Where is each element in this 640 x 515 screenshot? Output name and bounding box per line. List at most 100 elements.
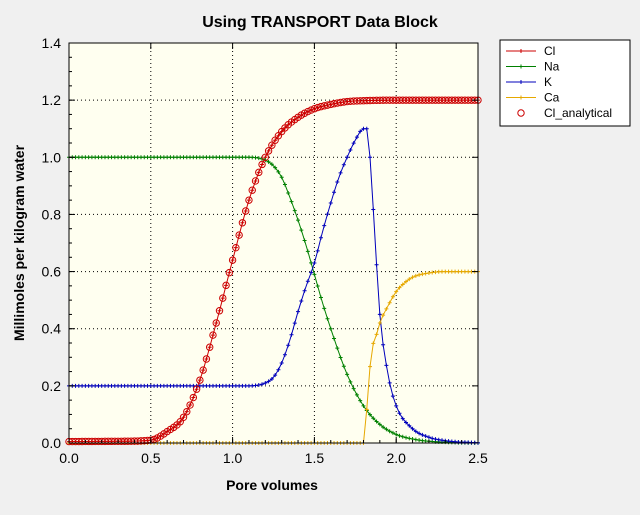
data-point-cl-analytical: [189, 393, 198, 402]
data-point-ca: [384, 306, 389, 311]
x-tick-label: 1.0: [223, 450, 243, 466]
data-point-ca: [397, 285, 402, 290]
data-point-k: [305, 279, 310, 284]
legend-label-k: K: [544, 75, 552, 89]
data-point-ca: [364, 407, 369, 412]
data-point-k: [410, 426, 415, 431]
x-tick-label: 2.0: [386, 450, 406, 466]
data-point-k: [335, 180, 340, 185]
data-point-na: [377, 422, 382, 427]
data-point-cl: [201, 368, 206, 373]
data-point-ca: [387, 300, 392, 305]
data-point-na: [361, 403, 366, 408]
data-point-k: [423, 434, 428, 439]
data-point-k: [351, 141, 356, 146]
data-point-k: [368, 155, 373, 160]
data-point-cl-analytical: [251, 177, 260, 185]
data-point-k: [273, 373, 278, 378]
x-tick-label: 0.5: [141, 450, 161, 466]
data-point-k: [358, 129, 363, 134]
data-point-na: [400, 434, 405, 439]
data-point-na: [338, 355, 343, 360]
data-point-na: [328, 326, 333, 331]
data-point-cl-analytical: [222, 281, 230, 290]
legend-marker-cl: [519, 49, 523, 53]
data-point-na: [273, 165, 278, 170]
data-point-cl-analytical: [186, 401, 194, 409]
data-point-k: [253, 383, 258, 388]
data-point-na: [413, 437, 418, 442]
series-layer: [65, 96, 482, 446]
data-point-na: [269, 162, 274, 167]
data-point-k: [400, 416, 405, 421]
data-point-cl: [210, 333, 215, 338]
data-point-cl-analytical: [238, 219, 247, 227]
data-point-na: [296, 218, 301, 223]
data-point-ca: [410, 275, 415, 280]
data-point-cl: [256, 170, 261, 175]
data-point-cl: [224, 283, 229, 288]
data-point-cl: [266, 148, 271, 153]
data-point-cl-analytical: [199, 366, 207, 374]
data-point-cl: [204, 357, 209, 361]
data-point-cl: [230, 258, 235, 263]
data-point-cl-analytical: [205, 343, 214, 351]
legend-entry-cl-analytical: Cl_analytical: [517, 106, 612, 120]
data-point-cl: [220, 296, 225, 301]
data-point-cl: [269, 143, 274, 148]
data-point-k: [299, 298, 304, 303]
data-point-cl-analytical: [235, 231, 243, 239]
legend-entry-k: K: [506, 75, 552, 89]
data-point-ca: [423, 271, 428, 276]
data-point-cl-analytical: [212, 319, 220, 327]
data-point-na: [266, 159, 271, 164]
data-point-k: [318, 235, 323, 240]
data-point-cl-analytical: [255, 168, 263, 177]
data-point-cl: [227, 270, 232, 275]
data-point-cl: [178, 419, 183, 424]
data-point-k: [397, 411, 402, 416]
data-point-k: [394, 403, 399, 408]
data-point-cl: [240, 220, 245, 225]
data-point-cl-analytical: [264, 147, 273, 155]
data-point-k: [315, 248, 320, 253]
data-point-cl-analytical: [248, 186, 256, 194]
data-point-k: [322, 223, 327, 228]
legend-marker-k: [519, 80, 523, 84]
data-point-cl: [214, 321, 219, 325]
data-point-na: [256, 156, 261, 161]
data-point-cl: [246, 198, 251, 203]
data-point-na: [305, 249, 310, 254]
data-point-cl-analytical: [196, 376, 204, 384]
data-point-na: [387, 429, 392, 434]
data-point-na: [397, 433, 402, 438]
data-point-k: [364, 126, 369, 131]
data-point-cl: [207, 345, 212, 350]
data-point-cl-analytical: [241, 207, 250, 215]
data-point-na: [312, 272, 317, 277]
legend-label-na: Na: [544, 60, 560, 74]
data-point-k: [381, 342, 386, 347]
data-point-cl-analytical: [313, 103, 322, 112]
y-tick-label: 1.2: [42, 92, 62, 108]
data-point-ca: [381, 313, 386, 318]
data-point-na: [351, 386, 356, 391]
data-point-cl: [194, 387, 199, 392]
data-point-cl-analytical: [225, 268, 234, 277]
data-point-cl-analytical: [179, 413, 188, 421]
data-point-na: [315, 283, 320, 288]
data-point-na: [368, 412, 373, 417]
data-point-k: [371, 207, 376, 212]
data-point-k: [341, 162, 346, 167]
y-tick-label: 1.4: [42, 35, 62, 51]
data-point-cl: [191, 395, 196, 400]
data-point-k: [384, 363, 389, 368]
data-point-na: [404, 435, 409, 440]
data-point-na: [335, 346, 340, 351]
data-point-ca: [420, 272, 425, 277]
data-point-k: [377, 312, 382, 317]
data-point-cl-analytical: [258, 160, 266, 169]
data-point-na: [384, 427, 389, 432]
data-point-ca: [407, 277, 412, 282]
